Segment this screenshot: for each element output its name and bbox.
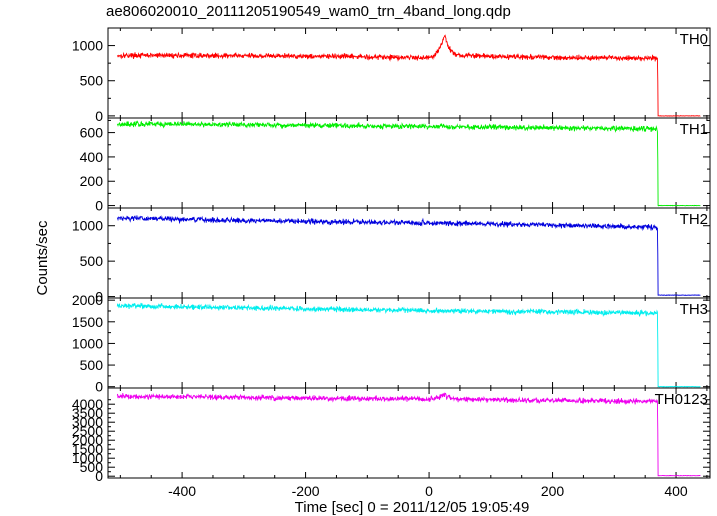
y-tick-label: 500 xyxy=(80,357,104,373)
y-tick-label: 500 xyxy=(80,459,104,475)
series-line-th1 xyxy=(116,120,701,207)
panel-frame xyxy=(107,117,711,209)
x-tick-label: 0 xyxy=(425,483,433,499)
y-tick-label: 0 xyxy=(95,108,103,124)
y-axis-label: Counts/sec xyxy=(34,220,51,296)
y-tick-label: 0 xyxy=(95,379,103,395)
panel-frame xyxy=(107,387,711,479)
y-tick-label: 2500 xyxy=(72,423,103,439)
y-tick-label: 4000 xyxy=(72,396,103,412)
y-tick-label: 1000 xyxy=(72,38,103,54)
panel-th0: 0 500 1000 TH0 xyxy=(72,27,711,124)
chart-title: ae806020010_20111205190549_wam0_trn_4ban… xyxy=(106,3,511,20)
y-tick-label: 1500 xyxy=(72,314,103,330)
y-tick-label: 1000 xyxy=(72,218,103,234)
x-tick-label: -400 xyxy=(168,483,196,499)
y-tick-label: 2000 xyxy=(72,292,103,308)
panel-th3: 0 500 1000 1500 2000 TH3 xyxy=(72,292,711,395)
panel-name-label: TH2 xyxy=(680,211,708,228)
panel-frame xyxy=(107,27,711,119)
y-tick-label: 1000 xyxy=(72,450,103,466)
y-tick-label: 3500 xyxy=(72,405,103,421)
y-tick-label: 1000 xyxy=(72,335,103,351)
x-tick-label: -200 xyxy=(292,483,320,499)
x-axis-label: Time [sec] 0 = 2011/12/05 19:05:49 xyxy=(295,499,530,516)
series-line-th0123 xyxy=(116,392,701,477)
panel-name-label: TH1 xyxy=(680,121,708,138)
series-line-th0 xyxy=(116,34,701,117)
x-tick-label: 400 xyxy=(664,483,688,499)
panel-name-label: TH0123 xyxy=(655,391,708,408)
y-tick-label: 0 xyxy=(95,468,103,484)
series-line-th3 xyxy=(116,302,701,388)
y-tick-label: 500 xyxy=(80,253,104,269)
y-tick-label: 200 xyxy=(80,173,104,189)
y-tick-label: 2000 xyxy=(72,432,103,448)
y-tick-label: 0 xyxy=(95,198,103,214)
y-tick-label: 600 xyxy=(80,125,104,141)
panel-th1: 0 200 400 600 TH1 xyxy=(80,117,711,214)
series-line-th2 xyxy=(116,215,701,297)
y-tick-label: 3000 xyxy=(72,414,103,430)
x-tick-label: 200 xyxy=(541,483,565,499)
y-tick-label: 0 xyxy=(95,289,103,305)
panel-name-label: TH0 xyxy=(680,31,708,48)
y-tick-label: 400 xyxy=(80,149,104,165)
panel-name-label: TH3 xyxy=(680,301,708,318)
y-tick-label: 500 xyxy=(80,73,104,89)
panel-th2: 0 500 1000 TH2 xyxy=(72,207,711,305)
y-tick-label: 1500 xyxy=(72,441,103,457)
